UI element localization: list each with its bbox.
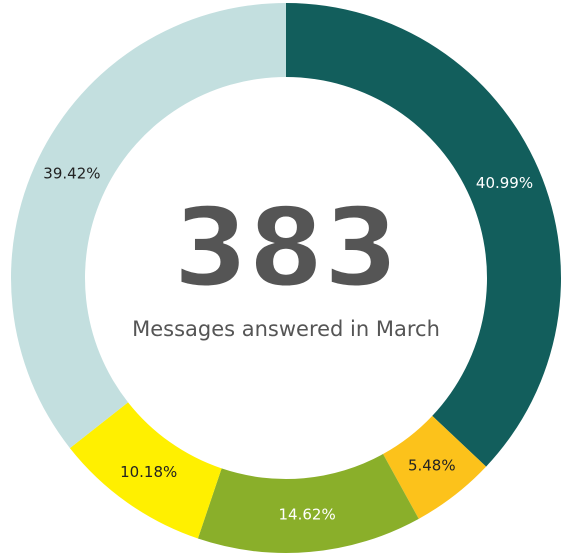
slice: [286, 3, 562, 467]
slice-label: 5.48%: [408, 457, 456, 475]
slice-label: 10.18%: [120, 463, 177, 481]
slice: [197, 454, 419, 553]
slice: [383, 415, 487, 519]
slice: [11, 3, 286, 449]
center-text: Messages answered in March: [132, 317, 440, 341]
slice-label: 14.62%: [279, 506, 336, 524]
center-value: 383: [173, 186, 398, 311]
slice: [69, 402, 222, 539]
slice-label: 39.42%: [43, 165, 100, 183]
slice-label: 40.99%: [476, 174, 533, 192]
